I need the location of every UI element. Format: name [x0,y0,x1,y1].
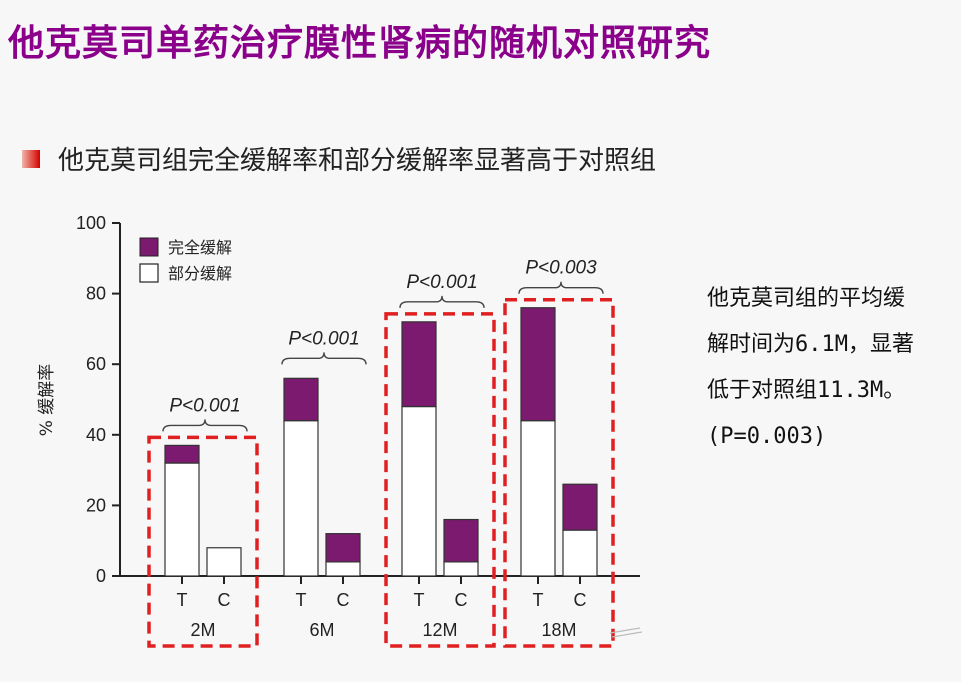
x-bar-label: C [574,590,587,610]
x-bar-label: C [337,590,350,610]
y-tick-label: 100 [76,213,106,233]
pvalue-bracket [399,295,485,308]
pvalue-label: P<0.003 [525,258,597,279]
y-tick-label: 20 [86,495,106,515]
pvalue-label: P<0.001 [288,328,359,349]
bar-complete [283,377,319,422]
x-bar-label: C [455,590,468,610]
pvalue-bracket [518,281,604,294]
pvalue-label: P<0.001 [169,395,240,416]
bar-complete [401,321,437,408]
side-note-line: (P=0.003) [707,424,827,449]
bar-partial [443,561,479,577]
bar-complete [520,307,556,422]
bar-partial [325,561,361,577]
y-tick-label: 40 [86,425,106,445]
x-bar-label: T [533,590,544,610]
x-group-label: 18M [541,620,576,640]
bullet-point: 他克莫司组完全缓解率和部分缓解率显著高于对照组 [22,140,656,177]
x-bar-label: T [414,590,425,610]
x-bar-label: C [218,590,231,610]
legend-label-partial: 部分缓解 [168,264,232,283]
bar-complete [164,444,200,464]
bar-partial [206,547,242,577]
bar-partial [283,420,319,577]
x-bar-label: T [177,590,188,610]
side-note-line: 他克莫司组的平均缓 [707,286,906,311]
legend-swatch-partial [139,263,159,283]
y-tick-label: 0 [96,566,106,586]
highlight-box [384,312,496,648]
bullet-marker-icon [22,149,40,168]
x-group-label: 6M [309,620,334,640]
legend-swatch-complete [139,237,159,257]
bar-partial [562,529,598,577]
legend-label-complete: 完全缓解 [168,238,232,257]
x-group-label: 2M [190,620,215,640]
bar-partial [520,420,556,577]
pvalue-label: P<0.001 [406,272,477,293]
y-tick-label: 60 [86,354,106,374]
bar-complete [325,533,361,563]
axis-break-mark [609,627,643,638]
side-note-line: 解时间为6.1M，显著 [707,332,914,357]
pvalue-bracket [281,352,367,365]
highlight-box [147,435,259,648]
x-group-label: 12M [422,620,457,640]
y-axis-label: % 缓解率 [37,364,57,437]
pvalue-bracket [162,419,248,432]
side-note: 他克莫司组的平均缓 解时间为6.1M，显著 低于对照组11.3M。 (P=0.0… [707,276,959,460]
bullet-text: 他克莫司组完全缓解率和部分缓解率显著高于对照组 [58,146,657,176]
bar-partial [401,405,437,577]
bar-complete [443,518,479,563]
page-title: 他克莫司单药治疗膜性肾病的随机对照研究 [8,23,712,64]
x-bar-label: T [296,590,307,610]
bar-partial [164,462,200,577]
y-tick-label: 80 [86,284,106,304]
side-note-line: 低于对照组11.3M。 [707,378,906,403]
bar-complete [562,483,598,531]
